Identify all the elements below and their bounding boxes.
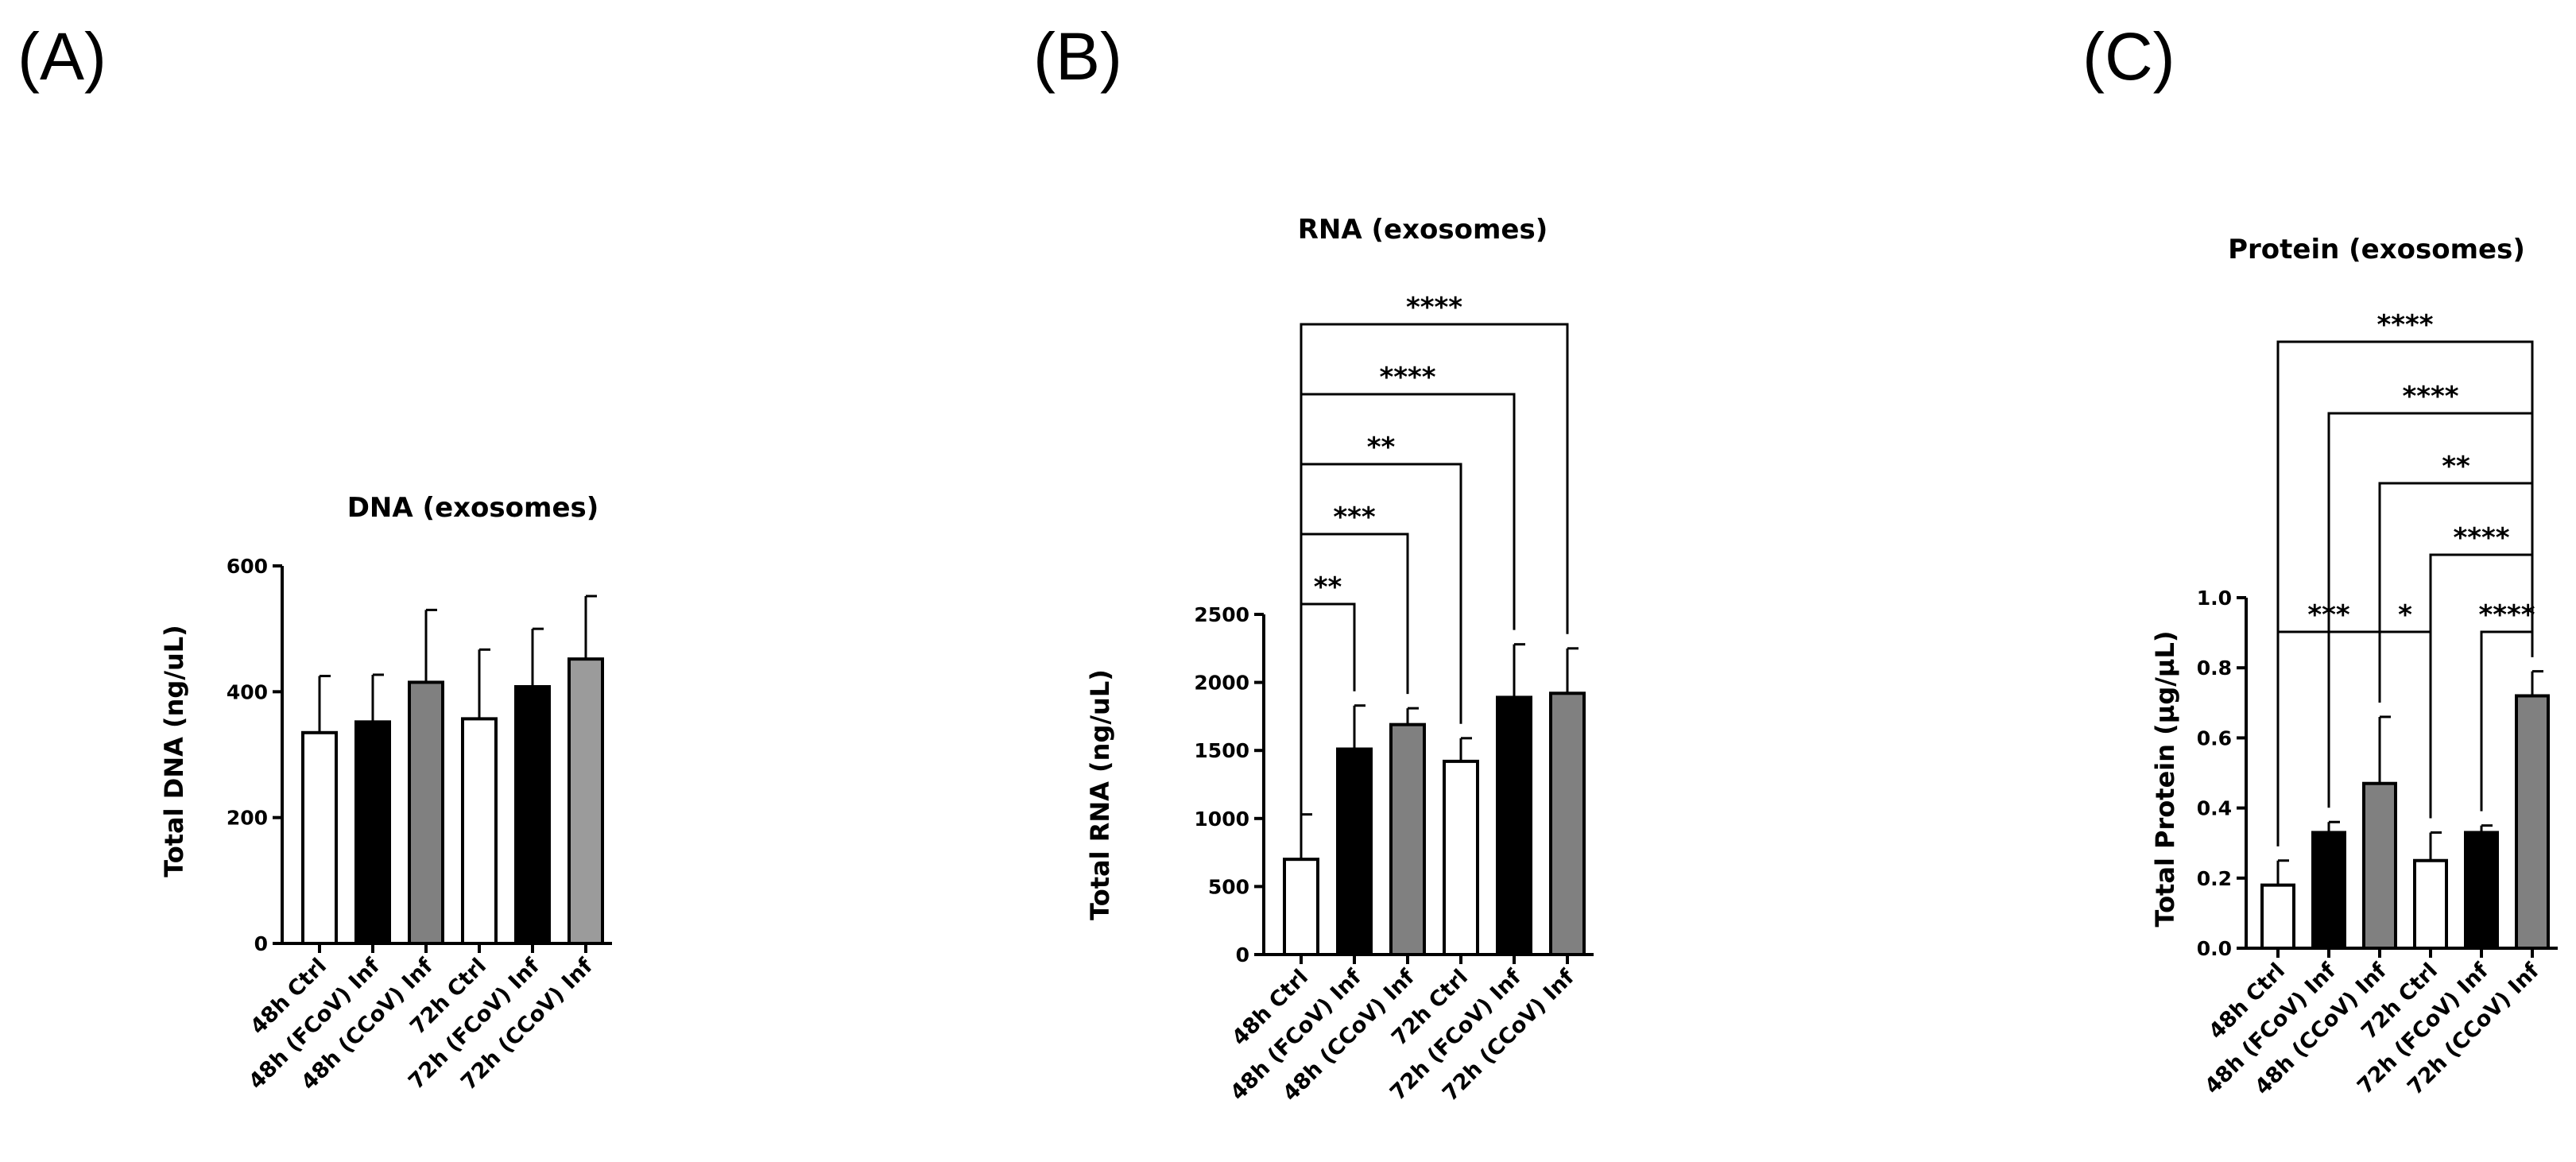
panel-b-ylabel: Total RNA (ng/uL) bbox=[1085, 669, 1115, 920]
panel-b-label: (B) bbox=[1033, 19, 1122, 94]
significance-label: ** bbox=[2442, 451, 2470, 482]
panel-a-ylabel: Total DNA (ng/uL) bbox=[159, 625, 189, 877]
bar bbox=[1336, 747, 1373, 956]
bar bbox=[1283, 858, 1319, 957]
panel-a-label: (A) bbox=[17, 19, 107, 94]
y-tick-label: 0.6 bbox=[2197, 726, 2232, 749]
y-tick-label: 2000 bbox=[1194, 672, 1249, 695]
y-tick-label: 0 bbox=[254, 932, 268, 955]
bar bbox=[567, 657, 604, 946]
bar bbox=[2515, 694, 2550, 950]
significance-label: **** bbox=[2478, 599, 2535, 631]
bar bbox=[1549, 691, 1586, 957]
y-tick-label: 0.2 bbox=[2197, 867, 2232, 890]
significance-label: **** bbox=[1379, 362, 1435, 393]
significance-label: **** bbox=[2453, 522, 2509, 554]
significance-label: **** bbox=[1406, 292, 1462, 323]
bar bbox=[2413, 858, 2448, 950]
significance-bracket bbox=[2276, 340, 2534, 846]
significance-label: * bbox=[2398, 599, 2412, 631]
y-tick-label: 1500 bbox=[1194, 739, 1249, 762]
bar bbox=[2260, 883, 2295, 950]
significance-label: ** bbox=[1314, 571, 1342, 603]
panel-a-title: DNA (exosomes) bbox=[347, 492, 599, 524]
bar bbox=[1496, 695, 1532, 956]
bar bbox=[2362, 781, 2397, 950]
y-tick-label: 200 bbox=[227, 807, 268, 830]
bar bbox=[461, 717, 498, 945]
bar bbox=[514, 685, 551, 945]
y-tick-label: 600 bbox=[227, 555, 268, 578]
panel-b-title: RNA (exosomes) bbox=[1298, 214, 1548, 246]
bar bbox=[408, 680, 444, 945]
bar bbox=[2311, 831, 2346, 950]
bar bbox=[1443, 759, 1479, 956]
y-tick-label: 0.8 bbox=[2197, 657, 2232, 680]
panel-c-ylabel: Total Protein (µg/µL) bbox=[2150, 631, 2180, 928]
y-tick-label: 2500 bbox=[1194, 603, 1249, 626]
y-tick-label: 0.4 bbox=[2197, 797, 2232, 820]
panel-c-label: (C) bbox=[2082, 19, 2175, 94]
y-tick-label: 0.0 bbox=[2197, 937, 2232, 960]
bar bbox=[2464, 831, 2499, 950]
bar bbox=[301, 730, 338, 946]
y-tick-label: 400 bbox=[227, 680, 268, 703]
y-tick-label: 0 bbox=[1236, 943, 1249, 966]
significance-bracket bbox=[1300, 323, 1569, 853]
y-tick-label: 1000 bbox=[1194, 808, 1249, 831]
significance-label: **** bbox=[2402, 381, 2458, 413]
bar bbox=[1389, 722, 1426, 956]
significance-label: ** bbox=[1367, 432, 1396, 463]
y-tick-label: 1.0 bbox=[2197, 587, 2232, 610]
panel-c-title: Protein (exosomes) bbox=[2228, 234, 2525, 265]
significance-label: *** bbox=[1333, 502, 1376, 533]
significance-label: **** bbox=[2377, 309, 2433, 341]
y-tick-label: 500 bbox=[1208, 875, 1249, 898]
bar bbox=[354, 720, 391, 945]
